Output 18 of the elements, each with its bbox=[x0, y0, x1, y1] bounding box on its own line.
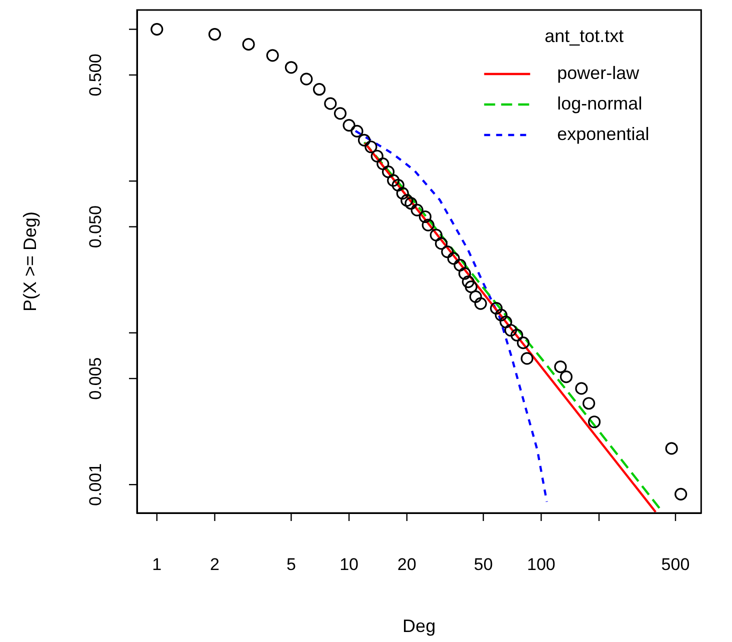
x-tick-label: 500 bbox=[661, 554, 690, 574]
y-tick-label: 0.001 bbox=[86, 463, 106, 506]
legend-title: ant_tot.txt bbox=[544, 26, 624, 46]
legend-label: exponential bbox=[557, 124, 650, 144]
y-tick-label: 0.500 bbox=[86, 54, 106, 96]
x-tick-label: 50 bbox=[474, 554, 493, 574]
y-axis-title: P(X >= Deg) bbox=[20, 211, 40, 312]
x-tick-label: 100 bbox=[527, 554, 556, 574]
x-tick-label: 1 bbox=[152, 554, 162, 574]
x-tick-label: 5 bbox=[286, 554, 296, 574]
y-tick-label: 0.005 bbox=[86, 357, 106, 400]
x-tick-label: 10 bbox=[340, 554, 358, 574]
x-tick-label: 2 bbox=[210, 554, 220, 574]
legend-label: power-law bbox=[557, 62, 640, 83]
legend-label: log-normal bbox=[557, 93, 642, 114]
x-tick-label: 20 bbox=[397, 554, 416, 574]
y-tick-label: 0.050 bbox=[86, 205, 106, 248]
x-axis-title: Deg bbox=[402, 616, 436, 636]
